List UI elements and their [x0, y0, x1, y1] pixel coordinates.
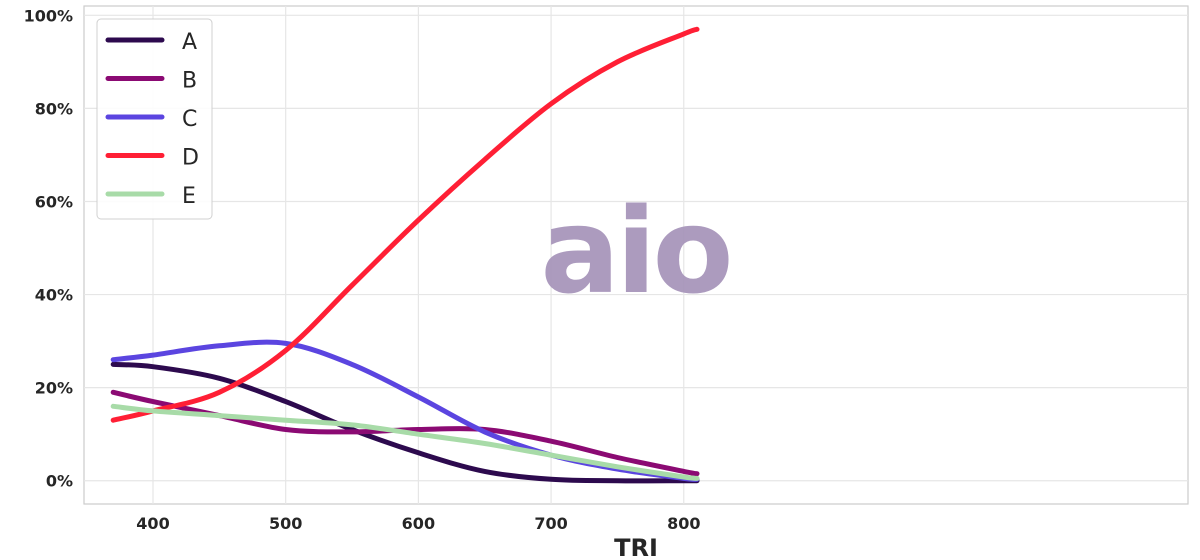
x-axis-ticks: 400 500 600 700 800: [136, 514, 700, 533]
y-tick-label: 40%: [35, 286, 73, 305]
y-tick-label: 80%: [35, 99, 73, 118]
legend-label-e: E: [182, 184, 196, 209]
legend-label-a: A: [182, 30, 197, 55]
legend-label-b: B: [182, 69, 197, 94]
x-tick-label: 500: [269, 514, 302, 533]
series-lines: [110, 26, 700, 484]
series-line-e: [110, 403, 700, 481]
y-tick-label: 0%: [46, 472, 73, 491]
y-tick-label: 100%: [24, 6, 73, 25]
series-line-a: [110, 361, 700, 484]
y-tick-label: 20%: [35, 379, 73, 398]
x-tick-label: 600: [402, 514, 435, 533]
legend-label-c: C: [182, 107, 197, 132]
x-tick-label: 800: [667, 514, 700, 533]
x-tick-label: 400: [136, 514, 169, 533]
x-axis-label: TRI: [614, 534, 658, 560]
x-tick-label: 700: [534, 514, 567, 533]
series-line-d: [110, 26, 700, 423]
y-axis-ticks: 0% 20% 40% 60% 80% 100%: [24, 6, 73, 490]
y-tick-label: 60%: [35, 192, 73, 211]
legend-label-d: D: [182, 146, 199, 171]
watermark-logo: aio: [540, 182, 733, 320]
watermark-logo-text: aio: [540, 182, 729, 320]
